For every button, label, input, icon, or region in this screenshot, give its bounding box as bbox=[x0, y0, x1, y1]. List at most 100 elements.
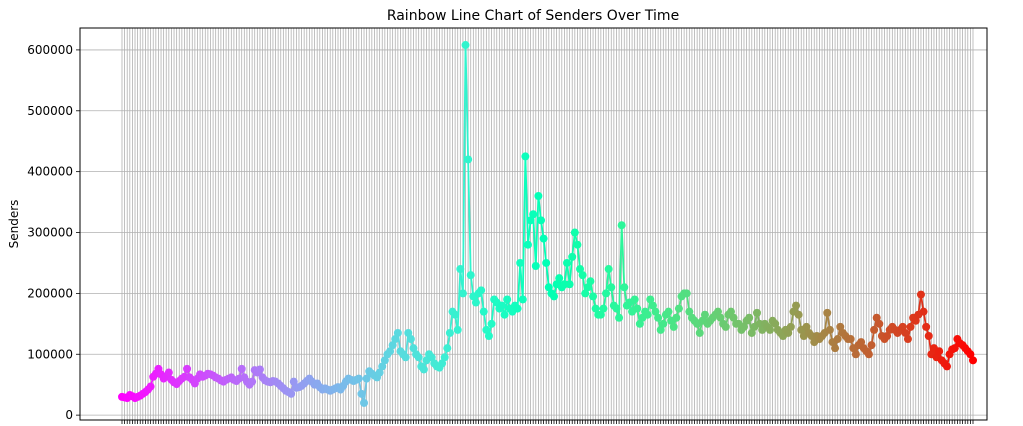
data-point bbox=[438, 359, 447, 368]
data-point bbox=[357, 389, 366, 398]
data-point bbox=[479, 307, 488, 316]
data-point bbox=[700, 310, 709, 319]
data-point bbox=[539, 234, 548, 243]
data-point bbox=[903, 335, 912, 344]
data-point bbox=[388, 341, 397, 350]
data-point bbox=[739, 322, 748, 331]
data-point bbox=[786, 322, 795, 331]
data-point bbox=[529, 210, 538, 219]
data-point bbox=[924, 332, 933, 340]
data-point bbox=[146, 382, 155, 391]
data-point bbox=[867, 341, 876, 350]
data-point bbox=[729, 313, 738, 322]
data-point bbox=[461, 41, 470, 50]
data-point bbox=[289, 377, 298, 386]
data-point bbox=[836, 322, 845, 331]
data-point bbox=[651, 307, 660, 316]
data-point bbox=[550, 292, 559, 301]
data-point bbox=[752, 308, 761, 317]
data-point bbox=[414, 353, 423, 362]
data-point bbox=[521, 152, 530, 161]
data-point bbox=[458, 289, 467, 298]
data-point bbox=[969, 356, 977, 365]
data-point bbox=[747, 328, 756, 337]
data-point bbox=[617, 221, 626, 230]
series-segment bbox=[618, 225, 623, 318]
data-point bbox=[664, 307, 673, 316]
data-point bbox=[183, 364, 192, 373]
data-point bbox=[542, 258, 551, 267]
data-point bbox=[237, 364, 246, 373]
series-segment bbox=[545, 262, 550, 288]
data-point bbox=[659, 319, 668, 328]
series-segment bbox=[620, 225, 626, 288]
y-tick-label: 0 bbox=[65, 408, 73, 422]
y-tick-label: 600000 bbox=[27, 43, 73, 57]
data-point bbox=[596, 310, 605, 319]
data-point bbox=[354, 374, 363, 383]
data-point bbox=[573, 240, 582, 249]
data-point bbox=[906, 322, 915, 331]
data-point bbox=[440, 353, 449, 362]
data-point bbox=[942, 362, 951, 371]
data-point bbox=[360, 398, 369, 407]
data-point bbox=[589, 292, 598, 301]
data-point bbox=[378, 362, 387, 371]
data-point bbox=[516, 258, 525, 267]
series-segment bbox=[576, 244, 581, 270]
data-point bbox=[604, 265, 613, 274]
data-point bbox=[497, 301, 506, 310]
y-axis-label: Senders bbox=[7, 200, 21, 249]
series-segment bbox=[534, 195, 540, 267]
data-point bbox=[870, 325, 879, 334]
data-point bbox=[518, 295, 527, 304]
data-point bbox=[536, 216, 545, 225]
data-point bbox=[635, 319, 644, 328]
y-tick-label: 500000 bbox=[27, 104, 73, 118]
data-point bbox=[255, 365, 264, 374]
data-point bbox=[966, 350, 975, 359]
data-point bbox=[916, 290, 925, 299]
data-point bbox=[409, 344, 418, 353]
data-point bbox=[599, 304, 608, 313]
data-point bbox=[745, 313, 754, 322]
series-segment bbox=[521, 156, 527, 300]
data-point bbox=[713, 307, 722, 316]
data-point bbox=[784, 328, 793, 337]
data-point bbox=[386, 347, 395, 356]
data-point bbox=[484, 332, 493, 340]
data-point bbox=[544, 283, 553, 292]
data-point bbox=[164, 368, 173, 377]
data-point bbox=[591, 304, 600, 313]
data-point bbox=[792, 301, 801, 310]
data-point bbox=[682, 289, 691, 298]
data-point bbox=[419, 365, 428, 374]
data-point bbox=[453, 325, 462, 334]
data-point bbox=[823, 308, 832, 317]
series-segment bbox=[363, 378, 368, 404]
data-point bbox=[393, 328, 402, 337]
data-point bbox=[672, 313, 681, 322]
data-point bbox=[443, 344, 452, 353]
data-point bbox=[615, 313, 624, 322]
y-tick-label: 300000 bbox=[27, 226, 73, 240]
data-point bbox=[656, 325, 665, 334]
data-point bbox=[922, 322, 931, 331]
y-axis-ticks: 0 100000 200000 300000 400000 500000 600000 bbox=[27, 43, 80, 422]
data-point bbox=[427, 353, 436, 362]
series-segment bbox=[527, 220, 532, 245]
x-grid-lines bbox=[121, 28, 974, 420]
data-point bbox=[695, 328, 704, 337]
data-point bbox=[482, 325, 491, 334]
data-point bbox=[565, 280, 574, 289]
data-point bbox=[857, 338, 866, 347]
data-point bbox=[380, 356, 389, 365]
data-point bbox=[766, 325, 775, 334]
data-point bbox=[464, 155, 473, 164]
data-point bbox=[935, 347, 944, 356]
y-grid-lines bbox=[80, 49, 987, 416]
series-points bbox=[118, 41, 977, 407]
chart-title: Rainbow Line Chart of Senders Over Time bbox=[387, 8, 679, 24]
data-point bbox=[602, 289, 611, 298]
